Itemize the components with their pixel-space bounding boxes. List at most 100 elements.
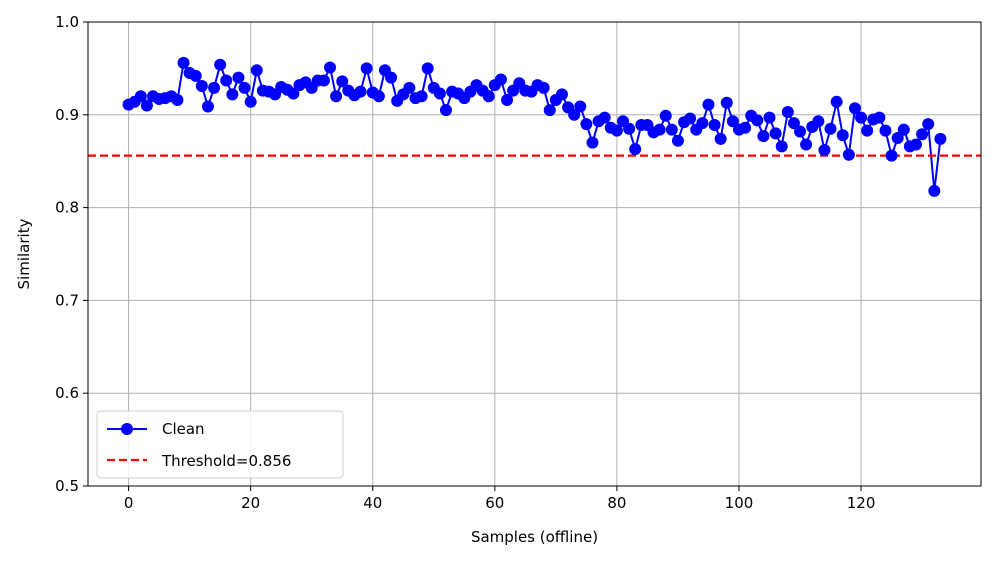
- clean-point: [421, 62, 434, 75]
- y-axis-label: Similarity: [15, 218, 33, 289]
- clean-point: [787, 117, 800, 130]
- clean-point: [220, 74, 233, 87]
- clean-point: [415, 90, 428, 103]
- clean-point: [665, 123, 678, 136]
- clean-point: [287, 87, 300, 100]
- x-tick-label: 60: [485, 494, 504, 512]
- y-tick-label: 0.8: [55, 199, 79, 217]
- clean-point: [696, 117, 709, 130]
- clean-point: [403, 81, 416, 94]
- x-axis-label: Samples (offline): [471, 528, 598, 546]
- legend-box: [96, 410, 344, 479]
- clean-point: [208, 81, 221, 94]
- clean-point: [623, 122, 636, 135]
- clean-point: [861, 124, 874, 137]
- legend-threshold-label: Threshold=0.856: [161, 452, 291, 470]
- clean-point: [781, 106, 794, 119]
- clean-point: [848, 102, 861, 115]
- clean-point: [501, 93, 514, 106]
- clean-point: [580, 118, 593, 131]
- clean-point: [537, 81, 550, 94]
- clean-point: [812, 115, 825, 128]
- clean-point: [482, 90, 495, 103]
- clean-point: [739, 121, 752, 134]
- plot-frame: [87, 21, 982, 487]
- clean-point: [214, 58, 227, 71]
- clean-point: [189, 69, 202, 82]
- clean-point: [751, 114, 764, 127]
- clean-point: [775, 140, 788, 153]
- clean-point: [702, 98, 715, 111]
- clean-point: [238, 81, 251, 94]
- legend-clean-marker: [121, 423, 133, 435]
- clean-point: [873, 111, 886, 124]
- ticks: 0 20 40 60 80 100 120 0.5 0.6 0.7 0.8 0.9 1.0: [55, 13, 875, 512]
- clean-point: [140, 99, 153, 112]
- y-tick-label: 0.7: [55, 291, 79, 309]
- clean-point: [543, 104, 556, 117]
- clean-point: [830, 95, 843, 108]
- clean-point: [916, 128, 929, 141]
- clean-point: [891, 132, 904, 144]
- clean-point: [568, 108, 581, 121]
- clean-point: [385, 71, 398, 84]
- clean-point: [885, 149, 898, 162]
- clean-point: [439, 104, 452, 117]
- clean-point: [653, 123, 666, 136]
- clean-point: [336, 75, 349, 88]
- clean-point: [586, 136, 599, 149]
- clean-point: [250, 64, 263, 77]
- clean-point: [671, 134, 684, 147]
- clean-point: [897, 123, 910, 136]
- clean-point: [726, 115, 739, 128]
- clean-point: [794, 125, 807, 138]
- clean-point: [800, 138, 813, 151]
- clean-point: [855, 111, 868, 124]
- clean-point: [201, 100, 214, 113]
- clean-point: [598, 111, 611, 124]
- clean-point: [226, 88, 239, 101]
- clean-point: [818, 144, 831, 157]
- y-tick-label: 0.9: [55, 106, 79, 124]
- clean-point: [354, 85, 367, 98]
- y-tick-label: 0.5: [55, 477, 79, 495]
- clean-point: [763, 111, 776, 124]
- series-layer: [88, 56, 981, 197]
- x-tick-label: 120: [847, 494, 876, 512]
- clean-point: [824, 122, 837, 135]
- x-tick-label: 100: [725, 494, 754, 512]
- clean-point: [433, 87, 446, 100]
- clean-point: [195, 80, 208, 93]
- clean-point: [922, 118, 935, 131]
- clean-point: [629, 143, 642, 156]
- clean-point: [909, 138, 922, 151]
- clean-point: [317, 74, 330, 87]
- clean-point: [244, 95, 257, 108]
- clean-point: [769, 127, 782, 140]
- clean-point: [330, 90, 343, 103]
- y-tick-label: 1.0: [55, 13, 79, 31]
- clean-point: [360, 62, 373, 75]
- clean-point: [659, 109, 672, 122]
- clean-point: [232, 71, 245, 84]
- clean-point: [757, 130, 770, 143]
- clean-point: [708, 119, 721, 132]
- clean-point: [836, 129, 849, 142]
- x-tick-label: 80: [607, 494, 626, 512]
- clean-point: [171, 93, 184, 106]
- clean-point: [555, 88, 568, 101]
- legend: Clean Threshold=0.856: [96, 410, 344, 479]
- clean-point: [494, 73, 507, 86]
- clean-point: [842, 148, 855, 161]
- legend-clean-label: Clean: [162, 420, 205, 438]
- clean-point: [324, 61, 337, 74]
- clean-point: [177, 56, 190, 69]
- clean-point: [720, 96, 733, 109]
- clean-point: [134, 90, 147, 103]
- y-tick-label: 0.6: [55, 384, 79, 402]
- x-tick-label: 20: [241, 494, 260, 512]
- clean-point: [684, 112, 697, 125]
- clean-point: [714, 132, 727, 145]
- clean-point: [928, 184, 941, 197]
- x-tick-label: 0: [124, 494, 134, 512]
